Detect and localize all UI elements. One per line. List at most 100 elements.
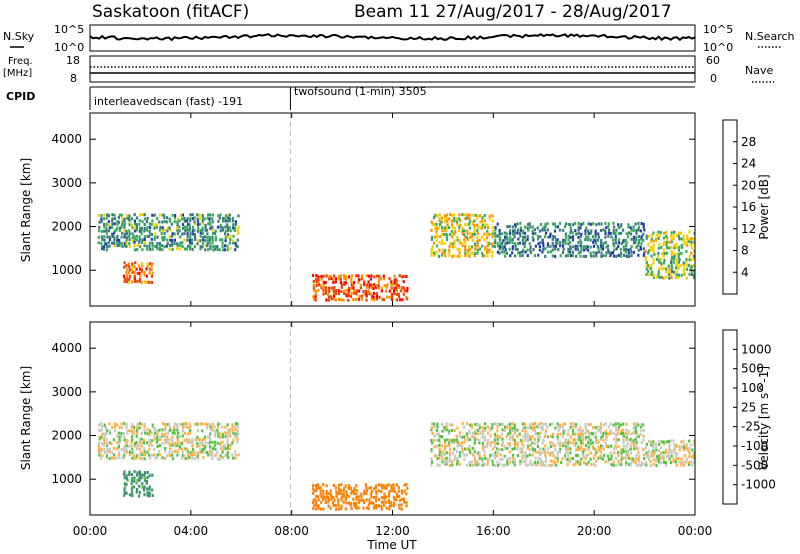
data-cell bbox=[562, 429, 565, 433]
data-cell bbox=[620, 463, 623, 467]
data-cell bbox=[201, 429, 204, 433]
data-cell bbox=[577, 235, 580, 239]
data-cell bbox=[519, 438, 522, 442]
data-cell bbox=[602, 423, 605, 427]
x-tick-label: 08:00 bbox=[274, 524, 309, 538]
data-cell bbox=[333, 274, 336, 278]
data-cell bbox=[629, 247, 632, 251]
data-cell bbox=[189, 232, 192, 236]
data-cell bbox=[448, 253, 451, 257]
data-cell bbox=[444, 457, 447, 460]
data-cell bbox=[514, 244, 517, 248]
data-cell bbox=[398, 506, 401, 510]
data-cell bbox=[332, 294, 336, 298]
data-cell bbox=[105, 242, 108, 246]
data-cell bbox=[630, 440, 633, 444]
data-cell bbox=[458, 239, 461, 243]
data-cell bbox=[456, 254, 459, 258]
data-cell bbox=[652, 249, 655, 253]
data-cell bbox=[554, 426, 557, 430]
data-cell bbox=[476, 241, 479, 245]
data-cell bbox=[117, 220, 120, 224]
data-cell bbox=[377, 489, 380, 493]
data-cell bbox=[559, 450, 562, 454]
data-cell bbox=[602, 228, 605, 232]
data-cell bbox=[650, 264, 653, 268]
data-cell bbox=[181, 213, 184, 217]
data-cell bbox=[143, 477, 146, 480]
data-cell bbox=[468, 245, 471, 249]
data-cell bbox=[618, 462, 621, 466]
data-cell bbox=[122, 432, 125, 435]
data-cell bbox=[214, 235, 217, 239]
data-cell bbox=[221, 425, 224, 429]
data-cell bbox=[388, 504, 391, 508]
data-cell bbox=[537, 237, 540, 241]
data-cell bbox=[579, 234, 582, 238]
data-cell bbox=[443, 241, 446, 245]
data-cell bbox=[133, 470, 136, 474]
data-cell bbox=[232, 456, 235, 460]
data-cell bbox=[577, 231, 580, 235]
data-cell bbox=[97, 450, 101, 454]
data-cell bbox=[640, 222, 643, 225]
data-cell bbox=[630, 432, 633, 436]
data-cell bbox=[536, 425, 539, 429]
data-cell bbox=[319, 489, 322, 493]
data-cell bbox=[137, 264, 141, 268]
data-cell bbox=[599, 447, 602, 451]
data-cell bbox=[629, 463, 632, 467]
data-cell bbox=[125, 280, 129, 284]
data-cell bbox=[455, 450, 458, 454]
data-cell bbox=[652, 246, 655, 250]
data-cell bbox=[619, 432, 622, 435]
data-cell bbox=[481, 429, 484, 433]
data-cell bbox=[437, 432, 441, 436]
data-cell bbox=[549, 441, 552, 445]
data-cell bbox=[120, 422, 123, 426]
data-cell bbox=[214, 238, 217, 242]
data-cell bbox=[543, 450, 547, 454]
data-cell bbox=[345, 294, 348, 298]
data-cell bbox=[148, 222, 151, 226]
data-cell bbox=[468, 248, 471, 252]
data-cell bbox=[486, 251, 489, 254]
data-cell bbox=[443, 447, 447, 451]
data-cell bbox=[625, 444, 628, 448]
data-cell bbox=[662, 457, 665, 461]
data-cell bbox=[203, 447, 206, 451]
data-cell bbox=[566, 463, 569, 467]
colorbar-tick-label: 24 bbox=[741, 157, 756, 171]
data-cell bbox=[524, 463, 527, 467]
data-cell bbox=[686, 263, 689, 267]
data-cell bbox=[597, 232, 600, 236]
data-cell bbox=[481, 226, 484, 230]
data-cell bbox=[509, 231, 512, 235]
data-cell bbox=[627, 223, 630, 227]
data-cell bbox=[213, 429, 217, 433]
data-cell bbox=[456, 247, 459, 251]
data-cell bbox=[559, 432, 562, 436]
data-cell bbox=[566, 447, 569, 451]
data-cell bbox=[675, 452, 678, 456]
data-cell bbox=[527, 223, 530, 226]
data-cell bbox=[192, 232, 195, 236]
data-cell bbox=[123, 444, 126, 448]
data-cell bbox=[211, 220, 214, 224]
data-cell bbox=[528, 435, 532, 439]
data-cell bbox=[599, 244, 602, 248]
data-cell bbox=[315, 280, 318, 284]
data-cell bbox=[437, 254, 441, 258]
data-cell bbox=[353, 492, 356, 495]
data-cell bbox=[571, 235, 575, 239]
data-cell bbox=[372, 287, 375, 290]
data-cell bbox=[233, 229, 236, 232]
data-cell bbox=[184, 228, 187, 232]
data-cell bbox=[464, 234, 467, 238]
data-cell bbox=[680, 461, 683, 465]
data-cell bbox=[143, 493, 146, 497]
data-cell bbox=[466, 435, 469, 439]
data-cell bbox=[677, 276, 680, 280]
data-cell bbox=[612, 463, 615, 467]
